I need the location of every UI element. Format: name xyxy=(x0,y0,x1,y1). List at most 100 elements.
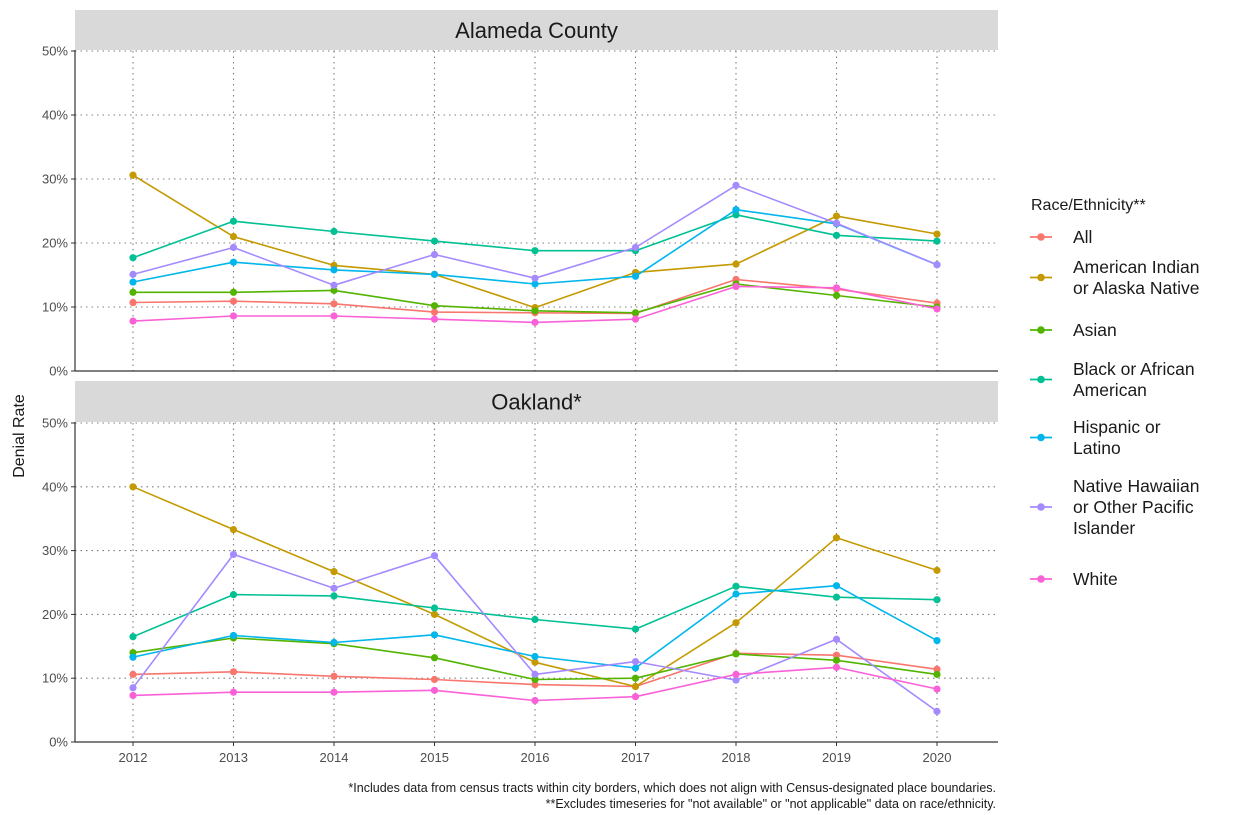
x-tick-label: 2014 xyxy=(320,750,349,765)
data-point xyxy=(631,625,640,633)
data-point xyxy=(430,631,439,639)
x-tick-label: 2012 xyxy=(119,750,148,765)
data-point xyxy=(531,274,539,282)
y-tick-label: 10% xyxy=(42,671,68,686)
data-point xyxy=(732,282,740,291)
data-point xyxy=(129,691,137,700)
data-point xyxy=(631,309,640,317)
data-point xyxy=(531,675,539,684)
y-tick-label: 0% xyxy=(49,364,68,379)
data-point xyxy=(531,307,539,315)
series-line xyxy=(132,208,938,285)
data-point xyxy=(229,688,238,696)
data-point xyxy=(229,591,238,599)
data-point xyxy=(832,231,841,239)
facet-title: Alameda County xyxy=(455,18,618,43)
series-7 xyxy=(129,282,941,326)
data-point xyxy=(933,665,941,673)
data-point xyxy=(631,693,640,701)
data-point xyxy=(531,247,539,255)
data-point xyxy=(229,525,238,534)
legend-item-2: American Indian or Alaska Native xyxy=(1030,257,1199,298)
data-point xyxy=(933,685,941,693)
y-tick-label: 30% xyxy=(42,172,68,187)
data-point xyxy=(330,227,338,236)
data-point xyxy=(832,534,841,542)
data-point xyxy=(430,552,439,560)
legend-label: All xyxy=(1073,227,1092,247)
data-point xyxy=(832,212,841,220)
data-point xyxy=(732,211,740,219)
series-5 xyxy=(129,582,941,672)
y-tick-label: 40% xyxy=(42,479,68,494)
x-tick-label: 2013 xyxy=(219,750,248,765)
panels: Alameda County 0% 10% 20% 30% 40% 50% Oakland* 0… xyxy=(42,10,998,765)
data-point xyxy=(531,280,539,288)
data-point xyxy=(732,206,740,214)
data-point xyxy=(129,483,137,491)
data-point xyxy=(330,281,338,289)
data-point xyxy=(430,237,439,245)
data-point xyxy=(832,284,841,292)
data-point xyxy=(430,270,439,278)
legend-key-point xyxy=(1037,273,1045,282)
data-point xyxy=(129,288,137,296)
data-point xyxy=(531,658,539,666)
series-6 xyxy=(129,550,941,715)
data-point xyxy=(129,633,137,641)
data-point xyxy=(933,596,941,604)
data-point xyxy=(330,592,338,600)
data-point xyxy=(732,181,740,189)
data-point xyxy=(430,308,439,316)
legend-item-3: Asian xyxy=(1030,320,1117,340)
data-point xyxy=(129,653,137,661)
y-tick-label: 50% xyxy=(42,44,68,59)
y-axis-title: Denial Rate xyxy=(11,394,28,478)
panel-2: Oakland* 0% 10% 20% 30% 40% 50% 2012 2013 2014 201… xyxy=(42,381,998,765)
legend-key-point xyxy=(1037,375,1045,384)
data-point xyxy=(330,286,338,294)
facet-strip xyxy=(75,10,998,50)
x-tick-label: 2020 xyxy=(923,750,952,765)
legend-key-point xyxy=(1037,575,1045,583)
data-point xyxy=(229,233,238,241)
data-point xyxy=(933,707,941,715)
legend-title: Race/Ethnicity** xyxy=(1031,197,1146,214)
data-point xyxy=(330,584,338,592)
x-tick-label: 2016 xyxy=(521,750,550,765)
data-point xyxy=(631,664,640,672)
data-point xyxy=(330,266,338,274)
data-point xyxy=(229,258,238,266)
data-point xyxy=(330,300,338,308)
data-point xyxy=(129,670,137,678)
y-tick-label: 20% xyxy=(42,607,68,622)
data-point xyxy=(732,619,740,627)
legend-item-1: All xyxy=(1030,227,1092,247)
y-tick-label: 20% xyxy=(42,236,68,251)
series-4 xyxy=(129,211,941,262)
data-point xyxy=(631,682,640,691)
x-tick-label: 2017 xyxy=(621,750,650,765)
data-point xyxy=(531,670,539,678)
data-point xyxy=(531,680,539,689)
data-point xyxy=(732,590,740,598)
data-point xyxy=(531,696,539,705)
series-6 xyxy=(129,181,941,289)
series-2 xyxy=(129,171,941,312)
facet-strip xyxy=(75,381,998,422)
data-point xyxy=(933,230,941,238)
data-point xyxy=(430,610,439,619)
data-point xyxy=(832,651,841,659)
data-point xyxy=(732,676,740,684)
y-tick-label: 50% xyxy=(42,416,68,431)
data-point xyxy=(832,593,841,601)
legend-item-6: Native Hawaiian or Other Pacific Islander xyxy=(1030,476,1199,538)
y-tick-label: 10% xyxy=(42,300,68,315)
caption-line-1: *Includes data from census tracts within… xyxy=(348,781,996,795)
legend-key-point xyxy=(1037,233,1045,241)
data-point xyxy=(933,636,941,645)
data-point xyxy=(330,688,338,696)
data-point xyxy=(933,237,941,245)
legend-label: Native Hawaiian or Other Pacific Islander xyxy=(1073,476,1199,538)
x-tick-label: 2019 xyxy=(822,750,851,765)
